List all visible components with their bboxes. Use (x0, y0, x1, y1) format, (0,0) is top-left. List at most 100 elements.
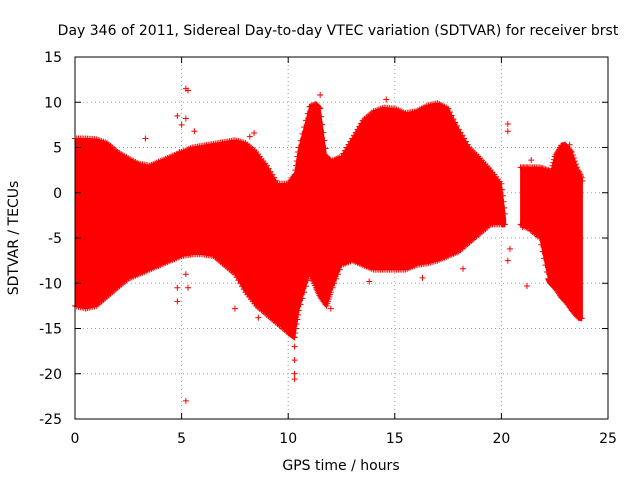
outlier-point (184, 87, 191, 94)
data-point (293, 162, 300, 169)
data-point (542, 262, 549, 269)
outlier-point (178, 121, 185, 128)
x-tick-label: 20 (492, 431, 510, 447)
data-point (452, 119, 459, 126)
data-point (501, 210, 508, 217)
outlier-point (317, 92, 324, 99)
data-point (290, 333, 297, 340)
x-tick-label: 0 (71, 431, 80, 447)
axis-ticks: 0 5 10 15 20 25 -25 -20 -15 -10 -5 0 5 10 15 (39, 50, 617, 447)
data-point (269, 171, 276, 178)
outlier-point (255, 314, 262, 321)
data-point (567, 147, 574, 154)
outlier-point (523, 282, 530, 289)
data-point (578, 315, 585, 322)
outlier-point (231, 305, 238, 312)
data-point (239, 283, 246, 290)
data-point (352, 129, 359, 136)
data-point (233, 274, 240, 281)
data-point (570, 155, 577, 162)
data-point (331, 280, 338, 287)
data-point (464, 141, 471, 148)
data-point (501, 221, 508, 228)
data-point (329, 284, 336, 291)
y-tick-label: 5 (53, 141, 62, 157)
data-point (536, 235, 543, 241)
outlier-point (519, 224, 526, 231)
data-point (453, 122, 460, 129)
data-point (450, 115, 457, 122)
outlier-point (291, 343, 298, 350)
data-point (334, 271, 341, 278)
data-series (72, 85, 586, 404)
outlier-point (419, 274, 426, 281)
y-tick-label: -20 (39, 367, 62, 383)
outlier-point (579, 177, 586, 184)
data-point (354, 126, 361, 133)
x-tick-label: 15 (386, 431, 404, 447)
data-point (457, 129, 464, 136)
y-tick-label: -15 (39, 322, 62, 338)
data-point (297, 301, 304, 308)
outlier-point (182, 271, 189, 278)
y-tick-label: 0 (53, 186, 62, 202)
outlier-point (174, 284, 181, 291)
data-point (270, 174, 277, 181)
data-point (293, 158, 300, 165)
data-point (347, 138, 354, 145)
y-tick-label: -5 (48, 231, 62, 247)
x-tick-label: 25 (599, 431, 617, 447)
x-axis-label: GPS time / hours (282, 458, 399, 474)
outlier-point (506, 245, 513, 252)
outlier-point (460, 265, 467, 272)
outlier-point (504, 120, 511, 127)
data-point (548, 165, 555, 172)
data-point (550, 159, 557, 166)
x-tick-label: 5 (177, 431, 186, 447)
data-point (293, 325, 300, 332)
data-point (569, 152, 576, 159)
data-point (343, 144, 350, 151)
data-point (345, 141, 352, 148)
data-point (498, 180, 505, 187)
chart-title: Day 346 of 2011, Sidereal Day-to-day VTE… (58, 23, 619, 39)
data-point (293, 320, 300, 327)
data-point (322, 145, 329, 152)
data-point (549, 162, 556, 169)
outlier-point (291, 376, 298, 383)
data-point (327, 289, 334, 296)
data-point (499, 186, 506, 193)
data-point (318, 113, 325, 120)
outlier-point (434, 112, 441, 119)
data-point (292, 167, 299, 174)
data-point (267, 168, 274, 175)
outlier-point (182, 115, 189, 122)
data-point (291, 334, 298, 341)
data-point (320, 129, 327, 136)
outlier-point (174, 112, 181, 119)
data-point (291, 171, 298, 178)
data-point (302, 117, 309, 124)
data-point (547, 171, 554, 178)
data-point (321, 137, 328, 144)
data-point (316, 104, 323, 111)
outlier-point (184, 284, 191, 291)
data-point (235, 277, 242, 284)
data-point (539, 248, 546, 255)
outlier-point (528, 157, 535, 164)
data-point (338, 153, 345, 160)
data-point (317, 105, 324, 112)
outlier-point (383, 96, 390, 103)
data-point (501, 204, 508, 211)
outlier-point (553, 176, 560, 183)
outlier-point (191, 128, 198, 135)
y-axis-label: SDTVAR / TECUs (6, 181, 22, 296)
data-point (299, 295, 306, 302)
data-point (302, 283, 309, 290)
data-point (294, 153, 301, 160)
data-point (548, 168, 555, 175)
data-point (301, 289, 308, 296)
data-point (319, 121, 326, 128)
data-point (358, 120, 365, 127)
